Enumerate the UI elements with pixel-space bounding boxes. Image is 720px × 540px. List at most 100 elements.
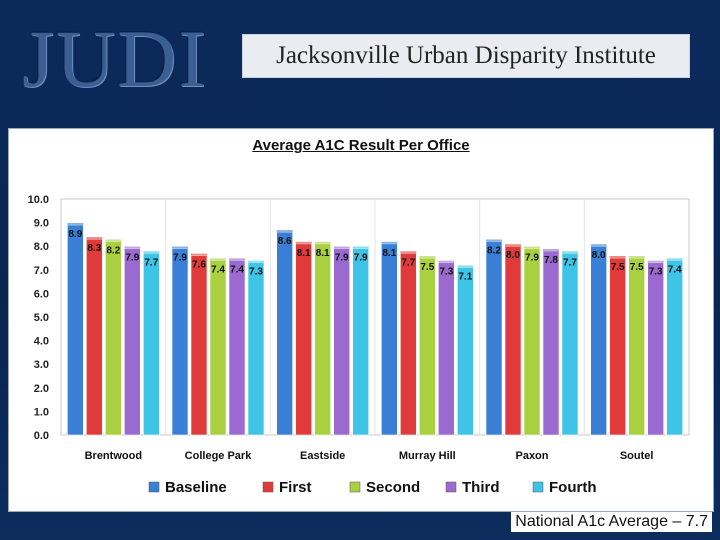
y-tick-label: 4.0 <box>34 336 49 348</box>
chart-panel: 0.0 1.0 2.0 3.0 4.0 5.0 6.0 7.0 8.0 9.0 10.0 8.9 8.3… <box>8 128 714 512</box>
bar-first <box>609 257 626 436</box>
data-label: 7.9 <box>125 253 139 264</box>
data-label: 8.3 <box>87 243 101 254</box>
bar-cap <box>543 248 559 251</box>
bar-third <box>333 248 350 436</box>
bar-cap <box>276 230 293 233</box>
data-label: 8.1 <box>297 248 311 259</box>
bar-cap <box>486 239 502 242</box>
bar-cap <box>210 258 226 261</box>
bar-third <box>228 260 246 436</box>
category-label: Soutel <box>620 450 654 462</box>
chart-title-wrap: Average A1C Result Per Office <box>9 137 713 154</box>
data-label: 7.3 <box>439 267 453 278</box>
bar-cap <box>666 258 683 261</box>
bar-first <box>400 252 417 436</box>
category-label: College Park <box>185 450 253 462</box>
y-tick-label: 0.0 <box>34 430 49 442</box>
data-label: 7.4 <box>211 264 225 275</box>
y-tick-label: 6.0 <box>34 288 49 300</box>
legend-swatch-third <box>445 481 457 493</box>
bar-fourth <box>352 248 369 436</box>
bar-second <box>628 257 645 436</box>
bar-second <box>209 260 227 436</box>
data-label: 8.9 <box>68 229 82 240</box>
y-tick-label: 7.0 <box>34 265 49 277</box>
bar-third <box>124 248 141 436</box>
bar-first <box>295 243 312 436</box>
bar-cap <box>438 260 455 263</box>
y-tick-label: 1.0 <box>34 406 49 418</box>
data-label: 7.3 <box>249 267 263 278</box>
bar-baseline <box>67 224 84 436</box>
bar-first <box>190 255 208 436</box>
bar-first <box>86 238 103 436</box>
banner-title: Jacksonville Urban Disparity Institute <box>276 42 656 69</box>
data-label: 8.2 <box>487 245 501 256</box>
category-label: Murray Hill <box>399 450 456 462</box>
bar-cap <box>419 256 436 258</box>
data-label: 7.1 <box>458 271 472 282</box>
data-label: 7.7 <box>563 257 577 268</box>
legend-swatch-second <box>349 481 361 493</box>
data-label: 7.5 <box>420 262 434 273</box>
category-label: Paxon <box>515 450 548 462</box>
bar-third <box>647 262 664 436</box>
bar-cap <box>562 251 578 254</box>
legend-label-baseline: Baseline <box>165 479 227 496</box>
bar-cap <box>105 239 122 242</box>
bar-cap <box>400 251 417 254</box>
data-label: 7.3 <box>649 267 663 278</box>
bar-cap <box>524 246 540 249</box>
bar-second <box>523 248 541 436</box>
data-label: 7.5 <box>611 262 625 273</box>
data-label: 7.6 <box>192 260 206 271</box>
bar-cap <box>457 265 474 268</box>
bar-cap <box>333 246 350 249</box>
bar-cap <box>124 246 141 249</box>
chart-title: Average A1C Result Per Office <box>252 137 470 154</box>
category-label: Eastside <box>300 450 345 462</box>
data-label: 7.7 <box>144 257 158 268</box>
national-average-note: National A1c Average – 7.7 <box>511 512 712 532</box>
bar-cap <box>590 244 607 247</box>
bar-cap <box>628 256 645 258</box>
bar-cap <box>295 241 312 244</box>
y-tick-label: 2.0 <box>34 383 49 395</box>
bar-fourth <box>666 260 683 436</box>
legend-swatch-first <box>262 481 274 493</box>
data-label: 7.9 <box>173 253 187 264</box>
bar-cap <box>609 256 626 258</box>
legend-label-fourth: Fourth <box>549 479 596 496</box>
y-tick-label: 9.0 <box>34 218 49 230</box>
y-tick-label: 3.0 <box>34 359 49 371</box>
bar-second <box>105 241 122 436</box>
y-tick-label: 10.0 <box>28 194 49 206</box>
data-label: 8.6 <box>278 236 292 247</box>
bar-baseline <box>590 245 607 436</box>
data-label: 7.8 <box>544 255 558 266</box>
y-tick-label: 8.0 <box>34 241 49 253</box>
bar-baseline <box>485 241 503 436</box>
legend-label-third: Third <box>462 479 500 496</box>
y-tick-label: 5.0 <box>34 312 49 324</box>
data-label: 8.1 <box>316 248 330 259</box>
bar-baseline <box>381 243 398 436</box>
bar-cap <box>352 246 369 249</box>
data-label: 8.0 <box>592 250 606 261</box>
data-label: 7.9 <box>525 253 539 264</box>
bar-cap <box>647 260 664 263</box>
data-label: 7.9 <box>354 253 368 264</box>
bar-cap <box>86 237 103 240</box>
data-label: 7.4 <box>668 264 682 275</box>
judi-logo: JUDI <box>22 13 208 104</box>
legend-swatch-baseline <box>148 481 160 493</box>
bar-cap <box>67 222 84 225</box>
bar-third <box>542 250 560 436</box>
category-label: Brentwood <box>85 450 142 462</box>
data-label: 7.9 <box>335 253 349 264</box>
bar-cap <box>314 241 331 244</box>
bar-baseline <box>171 248 189 436</box>
bar-fourth <box>457 267 474 436</box>
bar-third <box>438 262 455 436</box>
